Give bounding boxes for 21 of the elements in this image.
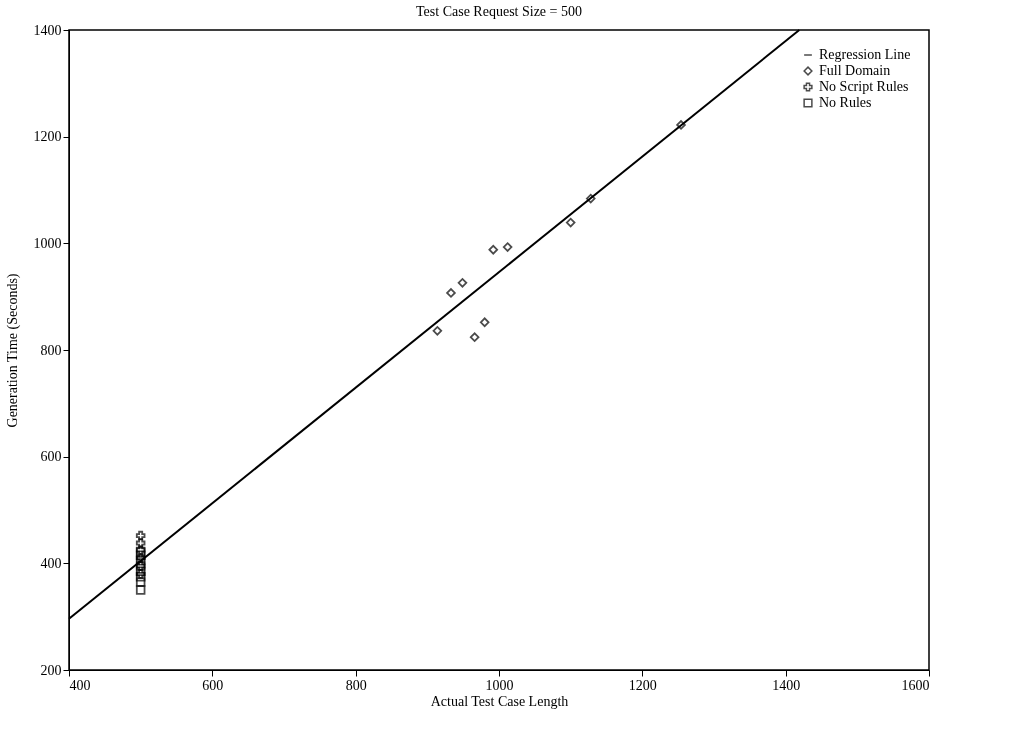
y-tick-label: 600: [40, 449, 62, 465]
legend-label: Full Domain: [819, 63, 891, 78]
x-tick-label: 800: [345, 677, 367, 693]
y-tick-label: 1400: [33, 22, 62, 38]
y-tick-label: 1200: [33, 129, 62, 145]
chart-title: Test Case Request Size = 500: [416, 4, 582, 19]
x-tick-label: 1200: [628, 677, 657, 693]
y-tick-label: 800: [40, 342, 62, 358]
x-axis-title: Actual Test Case Length: [430, 693, 569, 709]
y-tick-label: 400: [40, 555, 62, 571]
x-tick-label: 400: [69, 677, 91, 693]
y-tick-label: 1000: [33, 235, 62, 251]
x-tick-label: 1000: [485, 677, 514, 693]
x-tick-label: 1400: [772, 677, 801, 693]
legend-label: No Rules: [819, 95, 872, 110]
y-tick-label: 200: [40, 662, 62, 678]
y-axis-title: Generation Time (Seconds): [4, 273, 21, 428]
legend-label: Regression Line: [819, 47, 911, 62]
x-tick-label: 600: [202, 677, 224, 693]
x-tick-label: 1600: [901, 677, 930, 693]
legend-label: No Script Rules: [819, 79, 909, 94]
